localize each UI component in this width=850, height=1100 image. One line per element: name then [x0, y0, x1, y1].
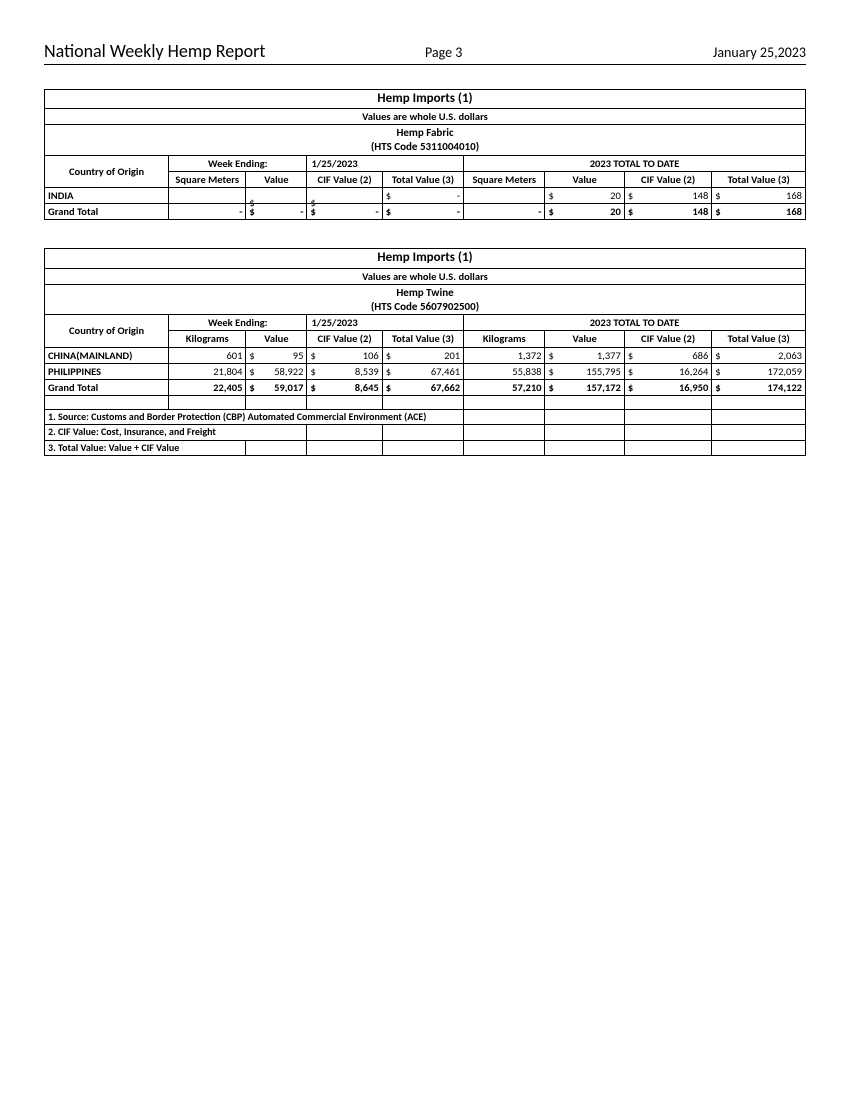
- cell: 172,059: [712, 363, 806, 379]
- cell: 58,922: [246, 363, 307, 379]
- hemp-twine-table: Hemp Imports (1) Values are whole U.S. d…: [44, 248, 806, 456]
- fabric-section: Hemp Fabric(HTS Code 5311004010): [45, 125, 806, 156]
- cell: INDIA: [45, 188, 169, 204]
- cell: -: [307, 204, 382, 220]
- cell: 21,804: [169, 363, 246, 379]
- cell: 148: [624, 204, 711, 220]
- cell: PHILIPPINES: [45, 363, 169, 379]
- table-row: CHINA(MAINLAND)601951062011,3721,3776862…: [45, 347, 806, 363]
- week-ending-label: Week Ending:: [169, 155, 307, 171]
- cell: 148: [624, 188, 711, 204]
- cell: 16,264: [624, 363, 711, 379]
- table-row: PHILIPPINES21,80458,9228,53967,46155,838…: [45, 363, 806, 379]
- cell: 1,372: [464, 347, 545, 363]
- cell: 16,950: [624, 379, 711, 395]
- cell: 1,377: [545, 347, 624, 363]
- report-title: National Weekly Hemp Report: [44, 40, 425, 62]
- cell: [307, 188, 382, 204]
- ytd-label: 2023 TOTAL TO DATE: [464, 155, 806, 171]
- cell: 20: [545, 188, 624, 204]
- qty2-header: Kilograms: [464, 331, 545, 347]
- cell: -: [382, 188, 463, 204]
- week-ending-date: 1/25/2023: [307, 155, 464, 171]
- cell: 8,645: [307, 379, 382, 395]
- cell: 95: [246, 347, 307, 363]
- cell: -: [464, 204, 545, 220]
- cell: -: [246, 204, 307, 220]
- cell: 174,122: [712, 379, 806, 395]
- cell: 55,838: [464, 363, 545, 379]
- page-number: Page 3: [425, 44, 616, 61]
- imports-title: Hemp Imports (1): [45, 249, 806, 268]
- week-ending-date: 1/25/2023: [307, 315, 464, 331]
- note-3: 3. Total Value: Value + CIF Value: [45, 440, 246, 456]
- cell: [464, 188, 545, 204]
- cell: -: [169, 204, 246, 220]
- twine-section: Hemp Twine(HTS Code 5607902500): [45, 284, 806, 315]
- value2-header: Value: [545, 172, 624, 188]
- cell: CHINA(MAINLAND): [45, 347, 169, 363]
- cell: 601: [169, 347, 246, 363]
- imports-title: Hemp Imports (1): [45, 90, 806, 109]
- total-header: Total Value (3): [382, 331, 463, 347]
- country-header: Country of Origin: [45, 315, 169, 347]
- cell: 106: [307, 347, 382, 363]
- grand-total-label: Grand Total: [45, 204, 169, 220]
- cell: 155,795: [545, 363, 624, 379]
- grand-total-label: Grand Total: [45, 379, 169, 395]
- cell: [169, 188, 246, 204]
- cif2-header: CIF Value (2): [624, 172, 711, 188]
- cell: 201: [382, 347, 463, 363]
- cif-header: CIF Value (2): [307, 172, 382, 188]
- hemp-fabric-table: Hemp Imports (1) Values are whole U.S. d…: [44, 89, 806, 220]
- cell: 168: [712, 188, 806, 204]
- cell: 67,662: [382, 379, 463, 395]
- cif-header: CIF Value (2): [307, 331, 382, 347]
- page-header: National Weekly Hemp Report Page 3 Janua…: [44, 40, 806, 65]
- cell: 168: [712, 204, 806, 220]
- qty2-header: Square Meters: [464, 172, 545, 188]
- cell: 59,017: [246, 379, 307, 395]
- note-1: 1. Source: Customs and Border Protection…: [45, 409, 464, 425]
- table-row: INDIA - 20148168: [45, 188, 806, 204]
- qty-header: Square Meters: [169, 172, 246, 188]
- value2-header: Value: [545, 331, 624, 347]
- cell: 157,172: [545, 379, 624, 395]
- cell: 686: [624, 347, 711, 363]
- value-header: Value: [246, 172, 307, 188]
- cell: 20: [545, 204, 624, 220]
- note-2: 2. CIF Value: Cost, Insurance, and Freig…: [45, 425, 307, 441]
- total2-header: Total Value (3): [712, 172, 806, 188]
- week-ending-label: Week Ending:: [169, 315, 307, 331]
- cell: [246, 188, 307, 204]
- cell: 8,539: [307, 363, 382, 379]
- value-header: Value: [246, 331, 307, 347]
- cell: 2,063: [712, 347, 806, 363]
- ytd-label: 2023 TOTAL TO DATE: [464, 315, 806, 331]
- cif2-header: CIF Value (2): [624, 331, 711, 347]
- cell: 22,405: [169, 379, 246, 395]
- country-header: Country of Origin: [45, 155, 169, 187]
- cell: 67,461: [382, 363, 463, 379]
- report-date: January 25,2023: [616, 44, 807, 61]
- total-header: Total Value (3): [382, 172, 463, 188]
- values-note: Values are whole U.S. dollars: [45, 268, 806, 284]
- qty-header: Kilograms: [169, 331, 246, 347]
- total2-header: Total Value (3): [712, 331, 806, 347]
- cell: 57,210: [464, 379, 545, 395]
- values-note: Values are whole U.S. dollars: [45, 109, 806, 125]
- cell: -: [382, 204, 463, 220]
